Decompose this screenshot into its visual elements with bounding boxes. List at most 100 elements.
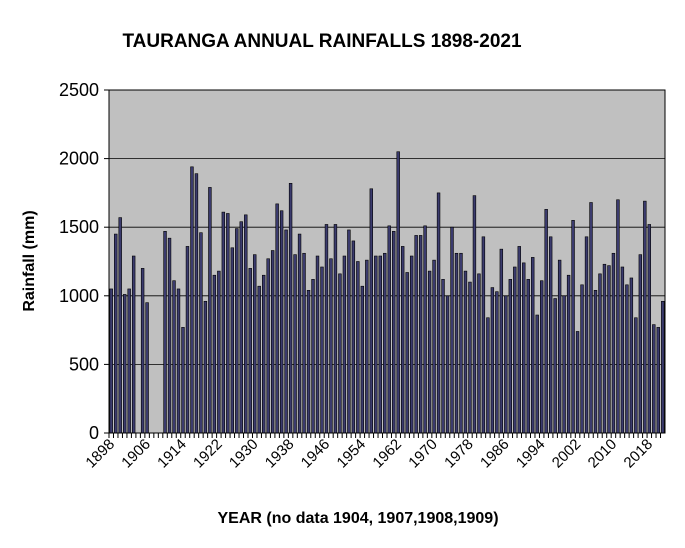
bar-1975 [454, 252, 459, 434]
bar-2008 [602, 263, 607, 434]
bar-1921 [212, 274, 217, 434]
bar-1947 [329, 258, 333, 434]
bar-1919 [203, 300, 208, 434]
bar-1992 [531, 257, 535, 434]
bar-1937 [284, 229, 288, 434]
bar-1943 [311, 279, 315, 434]
bar-1967 [418, 235, 423, 434]
bar-1972 [441, 279, 445, 434]
bar-2003 [580, 284, 584, 434]
bar-1916 [190, 166, 194, 434]
x-tick-label: 1946 [298, 436, 334, 472]
bar-1960 [387, 225, 391, 434]
y-tick-label: 2000 [59, 149, 99, 169]
x-tick-labels: 1898 1906 1914 1922 1930 1938 1946 1954 1962 1970… [82, 433, 662, 472]
bar-1953 [356, 261, 360, 434]
bar-1994 [539, 280, 544, 434]
bar-1987 [508, 279, 513, 434]
bar-2000 [566, 274, 571, 434]
bar-2012 [620, 266, 625, 434]
bar-1999 [562, 295, 566, 434]
bar-1903 [131, 255, 136, 434]
bar-1946 [324, 224, 329, 434]
bar-1901 [123, 294, 127, 434]
bar-1981 [481, 236, 486, 434]
y-tick-labels: 0 500 1000 1500 2000 2500 [59, 80, 109, 443]
bar-1929 [248, 268, 252, 434]
bar-1912 [172, 280, 176, 434]
bar-2018 [647, 224, 651, 434]
y-tick-label: 1000 [59, 286, 99, 306]
bar-2010 [611, 252, 616, 434]
y-axis-label: Rainfall (mm) [21, 210, 38, 311]
bar-1957 [374, 255, 378, 434]
y-tick-label: 1500 [59, 217, 99, 237]
bar-2009 [607, 265, 611, 434]
bar-1995 [544, 209, 548, 434]
bar-1934 [270, 250, 275, 434]
bar-2014 [629, 277, 634, 434]
bar-1942 [306, 290, 311, 434]
bar-1983 [490, 287, 495, 434]
bar-1963 [400, 246, 405, 434]
bar-1976 [459, 252, 463, 434]
x-tick-label: 1930 [226, 436, 262, 472]
bar-1925 [230, 247, 234, 434]
x-tick-label: 1954 [334, 436, 370, 472]
bar-1973 [445, 295, 450, 434]
bar-2016 [638, 254, 643, 434]
bar-1935 [275, 203, 279, 434]
bar-1902 [127, 288, 131, 434]
bar-1984 [495, 291, 499, 434]
bar-1933 [266, 258, 270, 434]
y-tick-label: 500 [69, 354, 99, 374]
bar-1990 [522, 262, 526, 434]
bar-1965 [409, 255, 414, 434]
x-tick-label: 1906 [118, 436, 154, 472]
bar-1936 [279, 210, 284, 434]
bar-1964 [405, 272, 409, 434]
bar-1959 [383, 252, 387, 434]
bar-1979 [472, 195, 477, 434]
bar-1922 [217, 270, 221, 434]
bar-1931 [257, 285, 261, 434]
bar-1944 [315, 255, 320, 434]
bar-1899 [114, 233, 118, 434]
x-tick-label: 1938 [262, 436, 298, 472]
bar-1948 [333, 224, 338, 434]
bar-2006 [593, 290, 598, 434]
x-tick-label: 2018 [621, 436, 657, 472]
bar-1970 [432, 259, 436, 434]
bar-1923 [221, 211, 226, 434]
bar-1938 [288, 183, 293, 434]
bar-1993 [535, 314, 539, 434]
bar-1930 [253, 254, 257, 434]
x-tick-label: 1970 [405, 436, 441, 472]
bar-1918 [199, 232, 203, 434]
bar-1966 [414, 235, 418, 434]
bar-1956 [369, 188, 374, 434]
bar-2013 [625, 284, 629, 434]
bar-2020 [656, 327, 660, 434]
bar-1917 [194, 173, 199, 434]
bar-1962 [396, 151, 400, 434]
x-tick-label: 1914 [154, 436, 190, 472]
x-tick-label: 2002 [549, 436, 585, 472]
x-axis-label: YEAR (no data 1904, 1907,1908,1909) [217, 510, 498, 527]
bar-1920 [208, 187, 212, 434]
bar-1982 [486, 317, 490, 434]
x-tick-label: 1922 [190, 436, 226, 472]
bar-1949 [338, 273, 342, 434]
bar-1939 [293, 254, 297, 434]
bar-1914 [181, 327, 185, 434]
bar-2007 [598, 273, 602, 434]
x-tick-label: 1994 [513, 436, 549, 472]
bar-1996 [548, 236, 553, 434]
bar-1952 [351, 240, 356, 434]
x-tick-label: 2010 [585, 436, 621, 472]
bar-1971 [436, 192, 441, 434]
bar-1910 [163, 231, 167, 434]
x-tick-label: 1986 [477, 436, 513, 472]
bar-1968 [423, 225, 427, 434]
